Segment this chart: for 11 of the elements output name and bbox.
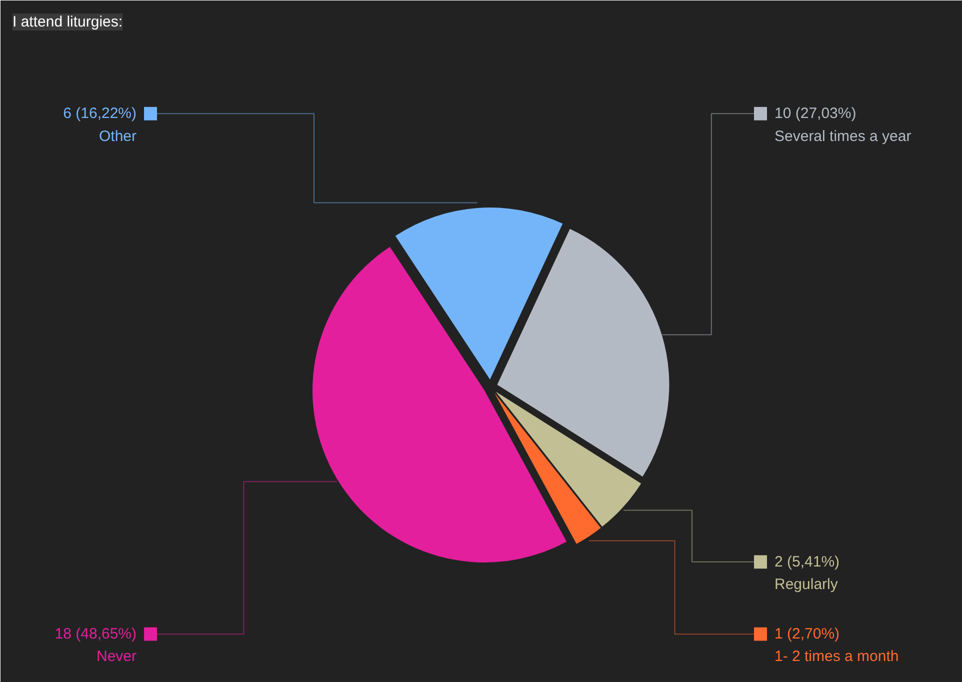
data-label: 6 (16,22%) [63, 105, 137, 122]
data-label: 2 (5,41%) [774, 553, 840, 570]
legend-label: Other [98, 128, 137, 145]
legend-label: Never [96, 648, 137, 666]
data-label: 10 (27,03%) [774, 105, 856, 122]
data-label: 1 (2,70%) [774, 626, 840, 643]
data-label: 18 (48,65%) [54, 626, 137, 643]
legend-label: Regularly [774, 576, 838, 594]
chart-title: I attend liturgies: [12, 14, 123, 30]
legend-label: 1- 2 times a month [774, 648, 899, 666]
legend-label: Several times a year [774, 128, 912, 145]
